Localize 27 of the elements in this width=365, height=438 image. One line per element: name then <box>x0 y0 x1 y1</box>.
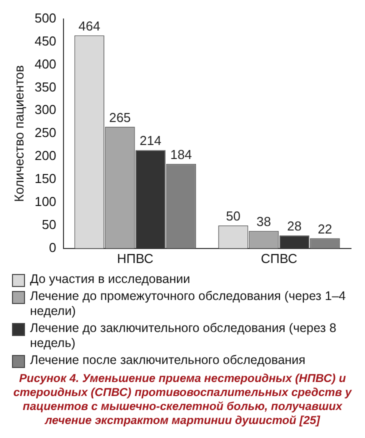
y-tick-label: 300 <box>34 102 56 118</box>
legend-label: До участия в исследовании <box>30 272 190 287</box>
y-tick-label: 250 <box>34 125 56 140</box>
legend-label: Лечение до заключительного обследования (через 8 недель) <box>30 321 338 351</box>
y-tick-label: 200 <box>34 148 56 164</box>
y-tick-label: 150 <box>34 171 56 186</box>
y-axis-title: Количество пациентов <box>11 65 26 202</box>
y-tick-label: 0 <box>49 240 56 255</box>
y-tick-label: 400 <box>34 56 56 72</box>
data-label: 464 <box>78 18 100 34</box>
legend-label: Лечение после заключительного обследования <box>30 353 306 368</box>
legend-label: Лечение до промежуточного обследования (через 1–4 недели) <box>30 289 347 319</box>
y-tick-label: 100 <box>34 194 56 210</box>
y-tick-label: 450 <box>34 33 56 48</box>
data-label: 214 <box>140 133 162 148</box>
y-tick-label: 500 <box>34 10 56 26</box>
y-tick-label: 50 <box>42 217 56 232</box>
data-label: 22 <box>318 221 332 236</box>
data-label: 265 <box>109 110 131 125</box>
y-tick-label: 350 <box>34 79 56 94</box>
x-tick-label: НПВС <box>117 250 154 266</box>
data-label: 38 <box>256 214 272 230</box>
text: Рисунок 4. Уменьшение приема нестероидных (НПВС) и стероидных (СПВС) противовоспалительных средств у пациентов с мышечно-скелетной болью, получавших лечение экстрактом мартинии душистой [25] <box>12 372 353 428</box>
x-tick-label: СПВС <box>260 250 298 266</box>
data-label: 184 <box>170 146 192 162</box>
data-label: 50 <box>226 208 240 224</box>
data-label: 28 <box>287 218 302 234</box>
